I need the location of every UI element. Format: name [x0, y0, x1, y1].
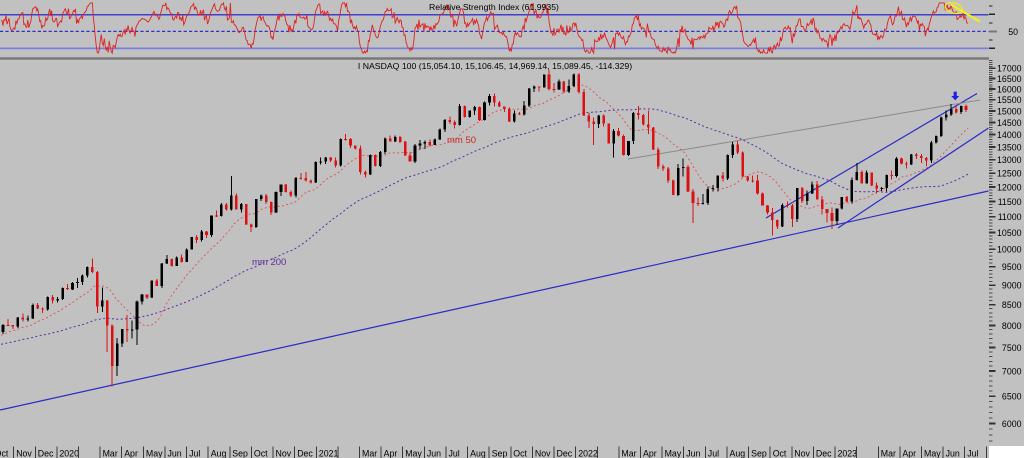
svg-text:May: May [146, 449, 163, 458]
svg-text:Dec: Dec [816, 449, 832, 458]
svg-text:May: May [405, 449, 422, 458]
svg-text:2020: 2020 [59, 449, 79, 458]
svg-text:Aug: Aug [730, 449, 746, 458]
svg-text:Nov: Nov [535, 449, 551, 458]
svg-text:50: 50 [1008, 27, 1018, 37]
svg-text:Aug: Aug [470, 449, 486, 458]
svg-text:Oct: Oct [773, 449, 787, 458]
svg-text:9000: 9000 [1002, 281, 1022, 291]
svg-text:15500: 15500 [997, 95, 1022, 105]
svg-text:Aug: Aug [211, 449, 227, 458]
svg-text:13500: 13500 [997, 142, 1022, 152]
svg-text:Sep: Sep [751, 449, 767, 458]
svg-text:10000: 10000 [997, 245, 1022, 255]
svg-text:8000: 8000 [1002, 321, 1022, 331]
svg-text:mm 50: mm 50 [447, 135, 476, 146]
svg-text:11500: 11500 [998, 197, 1022, 207]
svg-text:6000: 6000 [1002, 419, 1022, 429]
svg-text:Apr: Apr [643, 449, 657, 458]
svg-text:Mar: Mar [362, 449, 377, 458]
svg-text:Mar: Mar [881, 449, 896, 458]
svg-text:8500: 8500 [1002, 300, 1022, 310]
svg-text:Mar: Mar [103, 449, 118, 458]
svg-text:10500: 10500 [997, 228, 1022, 238]
svg-text:Mar: Mar [621, 449, 636, 458]
svg-text:2022: 2022 [578, 449, 598, 458]
svg-text:Jun: Jun [946, 449, 960, 458]
svg-text:Dec: Dec [38, 449, 54, 458]
svg-text:Nov: Nov [794, 449, 810, 458]
svg-text:Apr: Apr [902, 449, 916, 458]
svg-text:Jul: Jul [967, 449, 978, 458]
svg-text:11000: 11000 [998, 212, 1022, 222]
svg-text:17000: 17000 [997, 64, 1022, 74]
svg-text:15000: 15000 [997, 106, 1022, 116]
svg-text:mm 200: mm 200 [252, 257, 286, 268]
svg-text:I NASDAQ 100 (15,054.10, 15,10: I NASDAQ 100 (15,054.10, 15,106.45, 14,9… [358, 61, 632, 71]
svg-text:Jul: Jul [189, 449, 200, 458]
svg-text:16500: 16500 [997, 74, 1022, 84]
svg-text:14000: 14000 [997, 130, 1022, 140]
svg-text:Apr: Apr [124, 449, 138, 458]
svg-text:Nov: Nov [16, 449, 32, 458]
svg-text:Jun: Jun [427, 449, 441, 458]
svg-text:14500: 14500 [997, 118, 1022, 128]
svg-text:Jun: Jun [686, 449, 700, 458]
svg-text:7500: 7500 [1002, 343, 1022, 353]
svg-text:Dec: Dec [297, 449, 313, 458]
svg-text:2023: 2023 [838, 449, 858, 458]
svg-text:Sep: Sep [232, 449, 248, 458]
svg-text:12500: 12500 [997, 169, 1022, 179]
svg-text:6500: 6500 [1002, 392, 1022, 402]
svg-text:May: May [924, 449, 941, 458]
svg-text:2021: 2021 [319, 449, 339, 458]
svg-text:Nov: Nov [276, 449, 292, 458]
svg-text:9500: 9500 [1002, 262, 1022, 272]
svg-text:Relative Strength Index (61.99: Relative Strength Index (61.9935) [429, 2, 559, 12]
svg-text:Oct: Oct [254, 449, 268, 458]
svg-text:Oct: Oct [0, 449, 9, 458]
svg-text:Jul: Jul [449, 449, 460, 458]
svg-text:Jul: Jul [708, 449, 719, 458]
svg-text:16000: 16000 [997, 84, 1022, 94]
svg-text:Jun: Jun [168, 449, 182, 458]
svg-text:Sep: Sep [492, 449, 508, 458]
svg-text:7000: 7000 [1002, 366, 1022, 376]
svg-text:13000: 13000 [997, 155, 1022, 165]
svg-text:May: May [665, 449, 682, 458]
svg-text:Dec: Dec [557, 449, 573, 458]
svg-text:Apr: Apr [384, 449, 398, 458]
svg-text:Oct: Oct [513, 449, 527, 458]
svg-text:12000: 12000 [997, 183, 1022, 193]
